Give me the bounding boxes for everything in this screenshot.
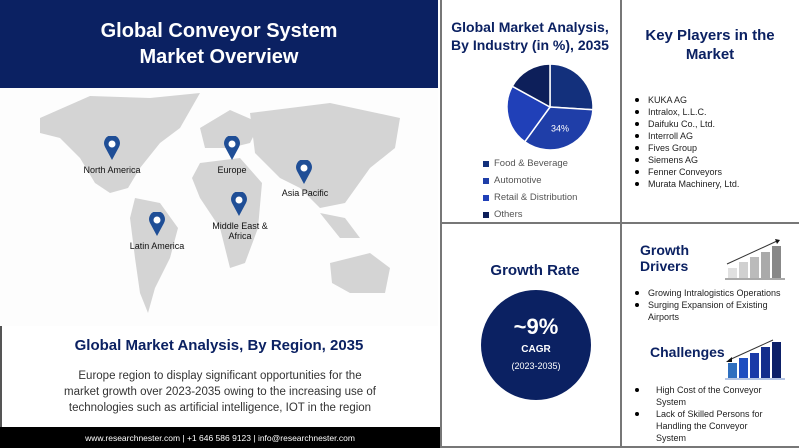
- legend-item: Retail & Distribution: [483, 192, 577, 203]
- legend-item: Automotive: [483, 175, 542, 186]
- list-item: High Cost of the Conveyor System: [632, 384, 772, 408]
- list-item: Lack of Skilled Persons for Handling the…: [632, 408, 772, 444]
- list-item: KUKA AG: [632, 94, 797, 106]
- location-pin-icon: [224, 135, 240, 160]
- region-title: Global Market Analysis, By Region, 2035: [74, 337, 364, 354]
- list-item: Fives Group: [632, 142, 797, 154]
- legend-swatch: [483, 211, 489, 218]
- world-map: North America Europe Asia Pacific Middle…: [0, 88, 438, 326]
- contact-info: www.researchnester.com | +1 646 586 9123…: [85, 432, 355, 443]
- location-pin-icon: [149, 211, 165, 236]
- divider: [440, 0, 442, 448]
- region-label: North America: [83, 165, 141, 175]
- world-map-graphic: [40, 93, 400, 313]
- industry-title: Global Market Analysis, By Industry (in …: [451, 19, 609, 53]
- list-item: Daifuku Co., Ltd.: [632, 118, 797, 130]
- drivers-title: Growth Drivers: [640, 242, 689, 274]
- pie-slice: [523, 106, 594, 151]
- cagr-label: CAGR: [521, 344, 551, 355]
- cagr-period: (2023-2035): [511, 361, 561, 371]
- legend-swatch: [483, 194, 489, 201]
- cagr-circle: ~9% CAGR (2023-2035): [481, 290, 591, 400]
- legend-label: Food & Beverage: [494, 158, 568, 169]
- page-title: Global Conveyor System Market Overview: [100, 20, 338, 68]
- legend-label: Automotive: [494, 175, 542, 186]
- pie-slice: [549, 63, 594, 111]
- challenges-list: High Cost of the Conveyor System Lack of …: [632, 384, 772, 444]
- divider: [440, 446, 799, 448]
- growth-chart-icon: [725, 239, 785, 280]
- list-item: Intralox, L.L.C.: [632, 106, 797, 118]
- location-pin-icon: [231, 191, 247, 216]
- list-item: Interroll AG: [632, 130, 797, 142]
- region-description: Europe region to display significant opp…: [64, 370, 376, 414]
- region-label: Middle East & Africa: [212, 221, 268, 241]
- list-item: Fenner Conveyors: [632, 166, 797, 178]
- legend-swatch: [483, 177, 489, 184]
- list-item: Surging Expansion of Existing Airports: [632, 299, 797, 323]
- pie-data-label: 34%: [551, 123, 569, 133]
- divider: [620, 0, 622, 448]
- list-item: Siemens AG: [632, 154, 797, 166]
- list-item: Murata Machinery, Ltd.: [632, 178, 797, 190]
- players-list: KUKA AG Intralox, L.L.C. Daifuku Co., Ltd.…: [632, 94, 797, 190]
- divider: [440, 222, 799, 224]
- region-label: Latin America: [129, 241, 185, 251]
- challenges-chart-icon: [725, 339, 785, 380]
- drivers-list: Growing Intralogistics Operations Surging…: [632, 287, 797, 323]
- pie-slice: [511, 63, 551, 109]
- header: Global Conveyor System Market Overview: [0, 0, 438, 88]
- footer: www.researchnester.com | +1 646 586 9123…: [0, 427, 440, 448]
- location-pin-icon: [104, 135, 120, 160]
- region-label: Europe: [217, 165, 247, 175]
- list-item: Growing Intralogistics Operations: [632, 287, 797, 299]
- legend-item: Food & Beverage: [483, 158, 568, 169]
- legend-swatch: [483, 160, 489, 167]
- growth-rate-title: Growth Rate: [490, 262, 580, 279]
- cagr-value: ~9%: [513, 314, 559, 339]
- players-title: Key Players in the Market: [645, 27, 775, 63]
- location-pin-icon: [296, 159, 312, 184]
- legend-label: Others: [494, 209, 523, 220]
- legend-label: Retail & Distribution: [494, 192, 578, 203]
- region-label: Asia Pacific: [281, 188, 329, 198]
- industry-pie-chart: 34%: [506, 63, 594, 151]
- legend-item: Others: [483, 209, 523, 220]
- pie-slice: [506, 85, 552, 143]
- challenges-title: Challenges: [650, 344, 725, 360]
